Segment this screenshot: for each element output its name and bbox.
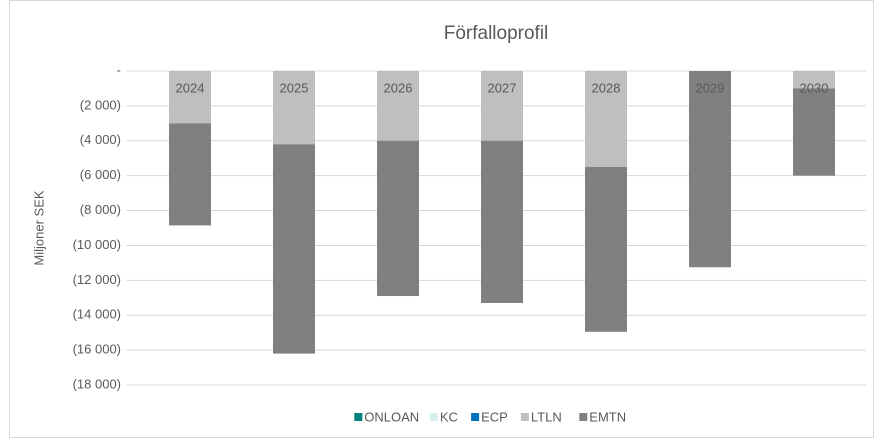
- legend-swatch: [354, 413, 363, 421]
- y-tick-label: -: [117, 62, 121, 77]
- category-label: 2030: [800, 80, 829, 95]
- chart-title: Förfalloprofil: [444, 23, 549, 44]
- y-tick-label: (18 000): [73, 376, 121, 391]
- y-tick-label: (8 000): [80, 202, 121, 217]
- category-label: 2024: [176, 80, 205, 95]
- bar-segment: [377, 140, 419, 297]
- bar-segment: [585, 166, 627, 332]
- y-tick-label: (6 000): [80, 167, 121, 182]
- bar-segment: [169, 123, 211, 226]
- bar-segment: [273, 144, 315, 354]
- y-tick-label: (12 000): [73, 272, 121, 287]
- category-label: 2028: [592, 80, 621, 95]
- legend-label: LTLN: [531, 409, 562, 424]
- legend-swatch: [429, 413, 438, 421]
- y-tick-label: (16 000): [73, 342, 121, 357]
- y-tick-label: (2 000): [80, 97, 121, 112]
- legend-label: EMTN: [589, 409, 626, 424]
- bar-segment: [793, 88, 835, 176]
- bar-segment: [793, 71, 835, 89]
- chart-frame: [9, 0, 874, 438]
- legend-swatch: [579, 413, 588, 421]
- legend-swatch: [520, 413, 529, 421]
- y-tick-label: (10 000): [73, 237, 121, 252]
- bar-segment: [585, 71, 627, 167]
- legend-label: KC: [440, 409, 458, 424]
- bar-segment: [689, 71, 731, 268]
- bar-segment: [273, 71, 315, 145]
- legend-swatch: [471, 413, 480, 421]
- bar-segment: [481, 71, 523, 141]
- y-axis-label: Miljoner SEK: [31, 190, 46, 265]
- y-tick-label: (4 000): [80, 132, 121, 147]
- category-label: 2025: [280, 80, 309, 95]
- y-tick-label: (14 000): [73, 307, 121, 322]
- bar-segment: [481, 140, 523, 304]
- category-label: 2026: [384, 80, 413, 95]
- category-label: 2027: [488, 80, 517, 95]
- bar-segment: [377, 71, 419, 141]
- legend-label: ECP: [481, 409, 508, 424]
- category-label: 2029: [696, 80, 725, 95]
- bar-segment: [169, 71, 211, 124]
- legend-label: ONLOAN: [364, 409, 419, 424]
